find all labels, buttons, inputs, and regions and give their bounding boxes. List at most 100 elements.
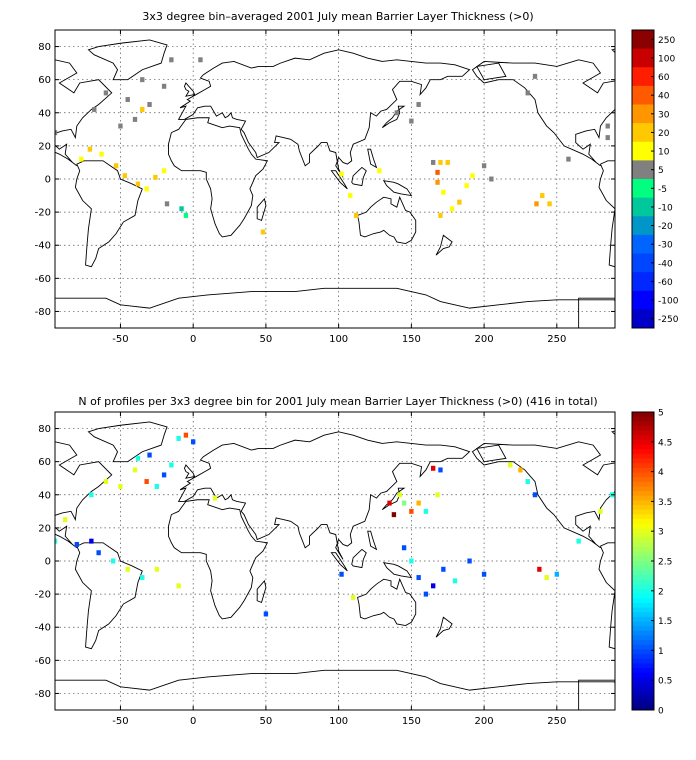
colorbar-swatch — [632, 663, 654, 669]
panel-title: 3x3 degree bin–averaged 2001 July mean B… — [142, 10, 533, 23]
data-bin — [525, 90, 530, 96]
colorbar-swatch — [632, 686, 654, 692]
data-bin — [508, 462, 513, 468]
colorbar-swatch — [632, 593, 654, 599]
colorbar-swatch — [632, 584, 654, 590]
colorbar-label: 0.5 — [658, 677, 672, 687]
x-tick-label: -50 — [112, 716, 128, 727]
colorbar-swatch — [632, 616, 654, 622]
bin-layer — [55, 432, 615, 617]
data-bin — [387, 500, 392, 506]
colorbar-swatch — [632, 481, 654, 487]
colorbar-swatch — [632, 556, 654, 562]
colorbar-label: 2.5 — [658, 558, 672, 568]
colorbar-label: -100 — [658, 297, 679, 307]
data-bin — [183, 432, 189, 438]
x-tick-labels: -50 0 50 100 150 200 250 — [112, 30, 566, 345]
y-tick-label: 60 — [38, 75, 51, 86]
coastline — [472, 40, 696, 328]
data-bin — [353, 212, 359, 218]
data-bin — [467, 558, 472, 564]
map-panel-top: 3x3 degree bin–averaged 2001 July mean B… — [35, 10, 696, 345]
colorbar: 250 100 60 40 30 20 10 5 -5 -10 -20 -30 -40 -60 -100 -2… — [631, 29, 679, 329]
y-tick-label: -40 — [35, 241, 51, 252]
colorbar-swatch — [632, 630, 654, 636]
colorbar-label: -250 — [658, 315, 679, 325]
data-bin — [183, 212, 189, 218]
data-bin — [103, 90, 109, 96]
colorbar-swatch — [632, 234, 654, 254]
data-bin — [598, 508, 603, 514]
data-bin — [441, 189, 446, 195]
colorbar-swatch — [632, 519, 654, 525]
colorbar-swatch — [632, 463, 654, 469]
map-panel-bottom: N of profiles per 3x3 degree bin for 200… — [0, 395, 696, 727]
colorbar-label: -10 — [658, 203, 673, 213]
data-bin — [534, 201, 539, 207]
colorbar-swatch — [632, 570, 654, 576]
colorbar-swatch — [632, 579, 654, 585]
colorbar-swatch — [632, 416, 654, 422]
colorbar-swatch — [632, 602, 654, 608]
coastline-map — [0, 422, 696, 710]
y-tick-label: 20 — [38, 523, 51, 534]
data-bin — [144, 186, 149, 192]
colorbar-swatch — [632, 290, 654, 310]
colorbar-swatch — [632, 696, 654, 702]
y-tick-label: 0 — [45, 175, 51, 186]
data-bin — [154, 484, 159, 489]
colorbar-swatch — [632, 309, 654, 329]
colorbar-swatch — [632, 537, 654, 543]
data-bin — [55, 538, 58, 544]
x-tick-label: 50 — [260, 334, 273, 345]
data-bin — [401, 500, 407, 506]
colorbar-label: 30 — [658, 110, 670, 120]
data-bin — [176, 583, 181, 589]
data-bin — [87, 146, 93, 152]
colorbar-swatch — [632, 668, 654, 674]
data-bin — [132, 467, 138, 473]
data-bin — [409, 558, 414, 564]
colorbar-swatch — [632, 491, 654, 497]
data-bin — [431, 583, 436, 589]
colorbar-label: 4.5 — [658, 438, 672, 448]
colorbar-swatch — [632, 635, 654, 641]
colorbar-swatch — [632, 425, 654, 432]
data-bin — [525, 479, 530, 485]
data-bin — [566, 156, 571, 162]
data-bin — [441, 566, 446, 572]
colorbar-swatch — [632, 514, 654, 520]
colorbar-label: -30 — [658, 241, 673, 251]
data-bin — [464, 183, 469, 189]
colorbar-swatch — [632, 672, 654, 678]
data-bin — [140, 575, 145, 581]
colorbar-swatch — [632, 439, 654, 445]
colorbar-swatch — [632, 621, 654, 627]
colorbar-frame — [631, 29, 655, 329]
data-bin — [154, 566, 159, 572]
colorbar-label: 100 — [658, 54, 675, 64]
colorbar-swatch — [632, 435, 654, 441]
colorbar-swatch — [632, 640, 654, 646]
data-bin — [96, 550, 101, 556]
data-bin — [147, 102, 152, 107]
data-bin — [605, 123, 610, 129]
data-bin — [423, 508, 429, 514]
colorbar-swatch — [632, 123, 654, 143]
data-bin — [125, 566, 130, 572]
data-bin — [470, 173, 475, 179]
data-bin — [153, 174, 158, 180]
data-bin — [416, 575, 421, 581]
x-tick-label: 0 — [190, 334, 196, 345]
colorbar-swatch — [632, 48, 654, 68]
x-tick-label: 250 — [547, 334, 566, 345]
data-bin — [135, 181, 141, 187]
colorbar-label: 40 — [658, 92, 670, 102]
data-bin — [103, 479, 109, 485]
data-bin — [435, 492, 440, 498]
data-bin — [409, 508, 414, 514]
colorbar-swatch — [632, 216, 654, 236]
y-tick-label: 80 — [38, 424, 51, 435]
y-tick-labels: 80 60 40 20 0 -20 -40 -60 -80 — [35, 424, 615, 700]
colorbar-label: 250 — [658, 36, 675, 46]
